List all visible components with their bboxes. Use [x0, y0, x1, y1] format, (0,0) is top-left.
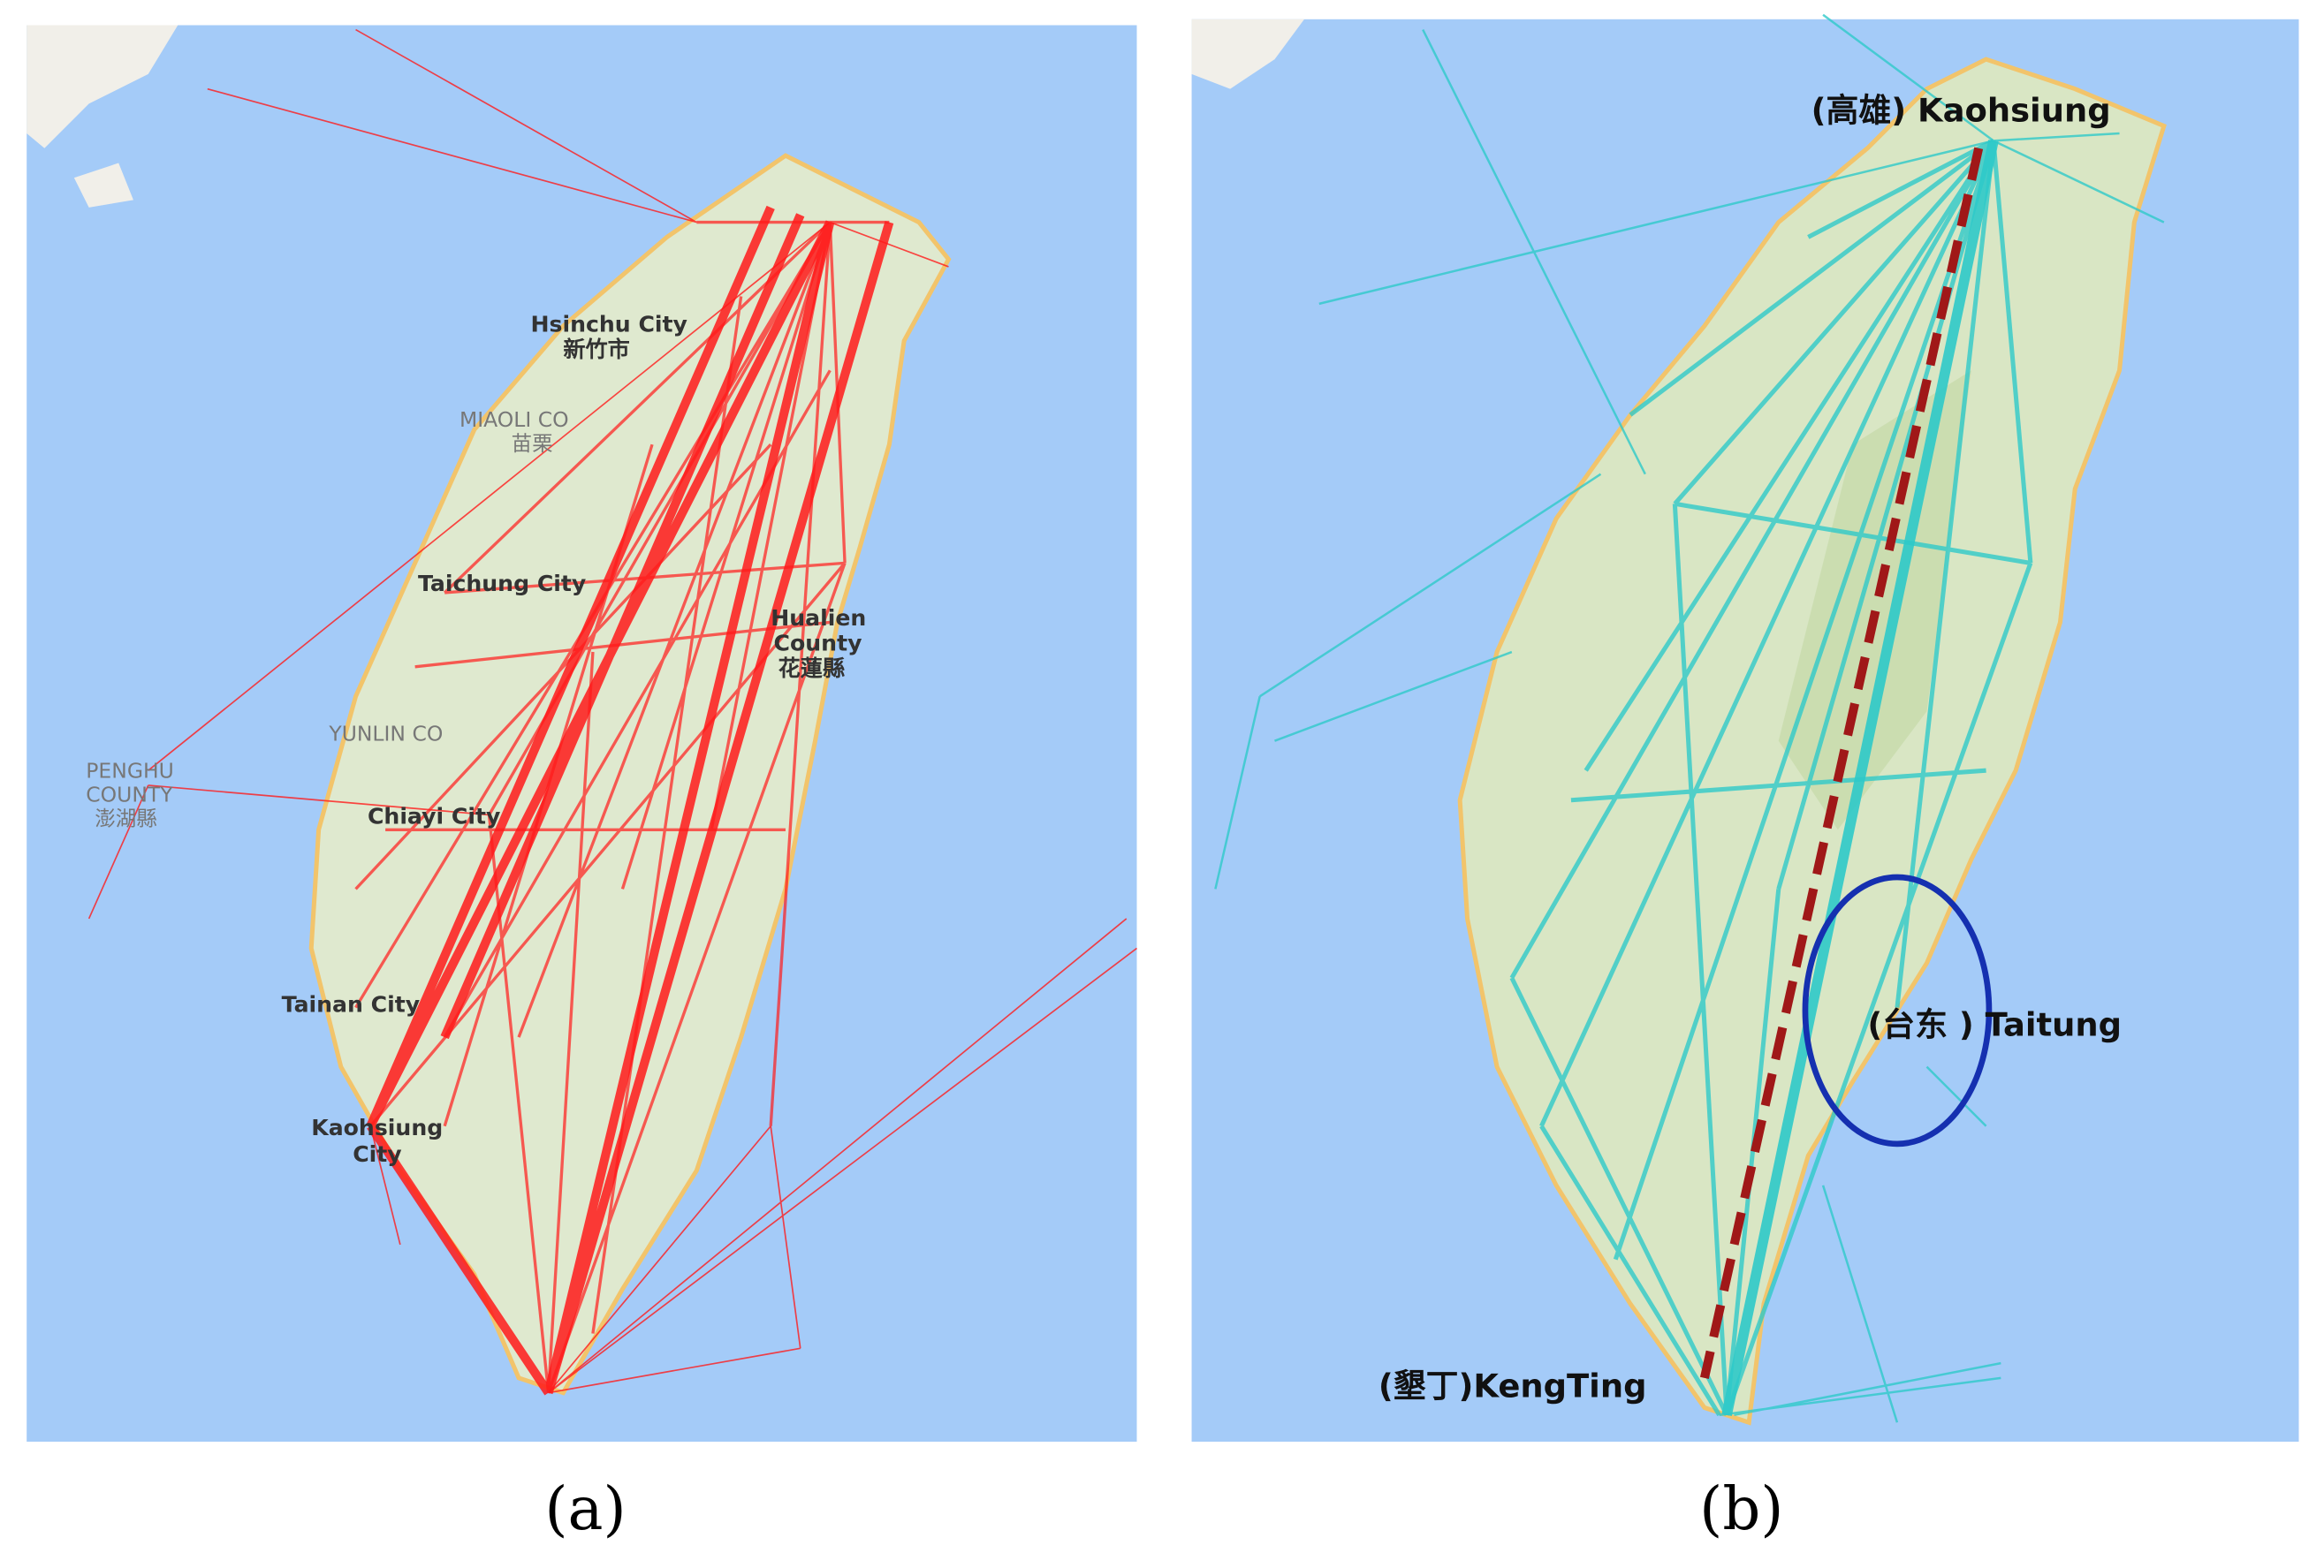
- flow-lines: [1214, 13, 2165, 1423]
- annotation: (高雄) Kaohsiung: [1811, 92, 2111, 130]
- panel-caption: (b): [1699, 1474, 1783, 1543]
- taiwan-island: [308, 153, 952, 1396]
- mainland-coast: [27, 25, 178, 208]
- place-label: Hualien: [771, 605, 866, 631]
- place-label: 苗栗: [512, 431, 553, 456]
- map-panel-a: Hsinchu City 新竹市 MIAOLI CO 苗栗 Taichung C…: [27, 25, 1137, 1443]
- panel-caption: (a): [544, 1474, 626, 1543]
- thick-flow: [1721, 140, 1999, 1417]
- place-label: COUNTY: [86, 782, 173, 807]
- place-label: Kaohsiung: [311, 1115, 443, 1140]
- place-label: Chiayi City: [368, 804, 500, 829]
- place-labels: Hsinchu City 新竹市 MIAOLI CO 苗栗 Taichung C…: [86, 312, 866, 1167]
- place-label: Tainan City: [282, 992, 420, 1018]
- flow-lines: [87, 28, 1137, 1396]
- place-label: MIAOLI CO: [459, 407, 569, 432]
- place-label: City: [353, 1141, 401, 1167]
- highlight-ellipse: [1802, 874, 1993, 1148]
- place-label: Taichung City: [418, 571, 586, 596]
- figure-content: Hsinchu City 新竹市 MIAOLI CO 苗栗 Taichung C…: [27, 13, 2299, 1543]
- medium-flows: [1509, 139, 2033, 1417]
- place-label: Hsinchu City: [530, 312, 687, 337]
- place-label: 花蓮縣: [778, 655, 845, 681]
- place-label: YUNLIN CO: [328, 722, 443, 746]
- place-label: 澎湖縣: [95, 806, 156, 830]
- place-label: County: [774, 630, 862, 655]
- thin-flows: [1214, 13, 2165, 1423]
- place-label: 新竹市: [563, 337, 629, 362]
- mainland-coast: [1191, 19, 1305, 89]
- map-panel-b: (高雄) Kaohsiung (台东 ) Taitung (墾丁)KengTin…: [1191, 13, 2299, 1443]
- thick-flows: [366, 205, 894, 1396]
- dashed-axis: [1699, 147, 1984, 1379]
- annotation: (墾丁)KengTing: [1378, 1367, 1647, 1405]
- place-label: PENGHU: [86, 759, 174, 784]
- thin-flows: [87, 28, 1137, 1394]
- annotation: (台东 ) Taitung: [1867, 1005, 2122, 1043]
